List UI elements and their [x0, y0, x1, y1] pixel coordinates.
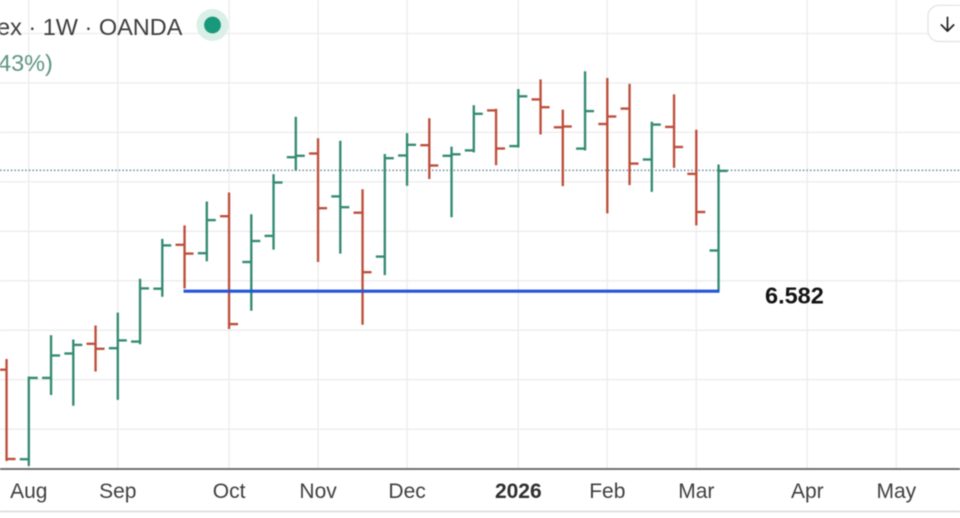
svg-text:May: May — [876, 480, 916, 503]
svg-text:Mar: Mar — [678, 480, 714, 503]
svg-text:Apr: Apr — [791, 480, 824, 503]
svg-text:43%): 43%) — [0, 50, 53, 76]
svg-text:Oct: Oct — [213, 480, 246, 503]
svg-text:6.582: 6.582 — [765, 283, 824, 309]
svg-text:2026: 2026 — [495, 480, 542, 503]
svg-text:Aug: Aug — [10, 480, 47, 503]
svg-text:Sep: Sep — [99, 480, 136, 503]
svg-text:Dec: Dec — [388, 480, 425, 503]
svg-text:ex · 1W · OANDA: ex · 1W · OANDA — [0, 14, 183, 40]
svg-text:Nov: Nov — [299, 480, 337, 503]
svg-text:Feb: Feb — [589, 480, 625, 503]
